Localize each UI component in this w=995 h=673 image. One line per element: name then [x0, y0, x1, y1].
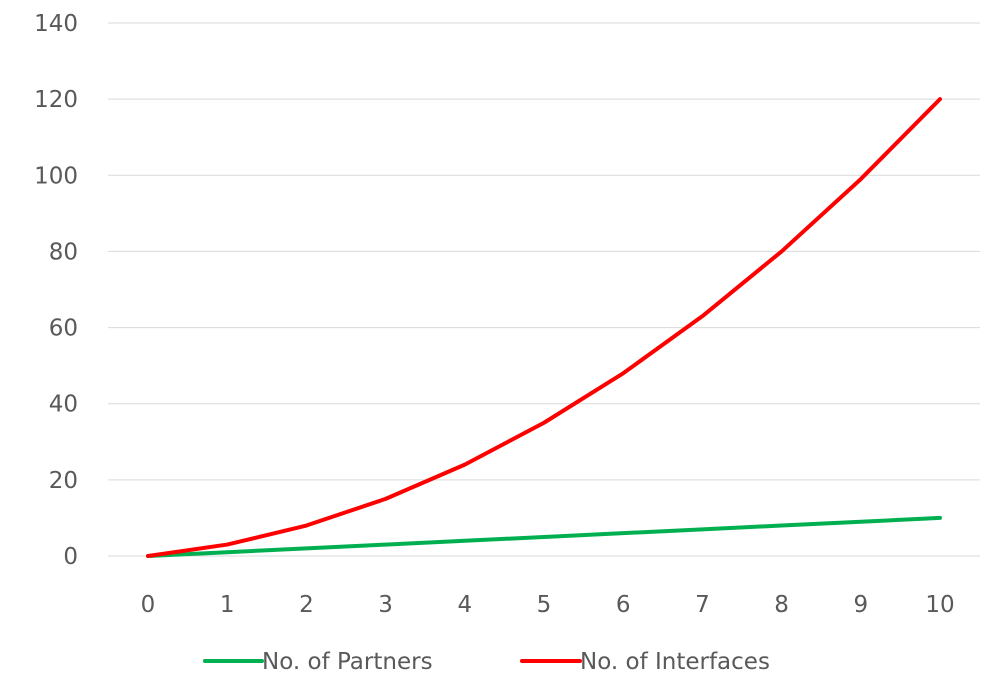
y-tick-label: 140: [34, 11, 78, 37]
y-tick-label: 20: [49, 468, 78, 494]
x-axis-tick-labels: 0 1 2 3 4 5 6 7 8 9 10: [141, 592, 955, 618]
legend: No. of Partners No. of Interfaces: [203, 649, 770, 673]
x-tick-label: 10: [925, 592, 954, 618]
y-tick-label: 40: [49, 392, 78, 418]
y-tick-label: 80: [49, 239, 78, 265]
x-tick-label: 2: [299, 592, 314, 618]
y-tick-label: 120: [34, 87, 78, 113]
series-line-0: [146, 515, 942, 558]
x-tick-label: 7: [695, 592, 710, 618]
y-tick-label: 60: [49, 316, 78, 342]
x-tick-label: 4: [457, 592, 472, 618]
x-tick-label: 3: [378, 592, 393, 618]
legend-label-1: No. of Interfaces: [580, 649, 770, 673]
x-tick-label: 8: [774, 592, 789, 618]
x-tick-label: 6: [616, 592, 631, 618]
gridlines: [108, 22, 980, 557]
series-line-1: [146, 97, 942, 558]
series-lines: [146, 97, 942, 558]
y-tick-label: 0: [63, 544, 78, 570]
x-tick-label: 1: [220, 592, 235, 618]
x-tick-label: 5: [537, 592, 552, 618]
y-axis-tick-labels: 0 20 40 60 80 100 120 140: [34, 11, 78, 570]
legend-label-0: No. of Partners: [262, 649, 433, 673]
x-tick-label: 0: [141, 592, 156, 618]
y-tick-label: 100: [34, 163, 78, 189]
x-tick-label: 9: [853, 592, 868, 618]
